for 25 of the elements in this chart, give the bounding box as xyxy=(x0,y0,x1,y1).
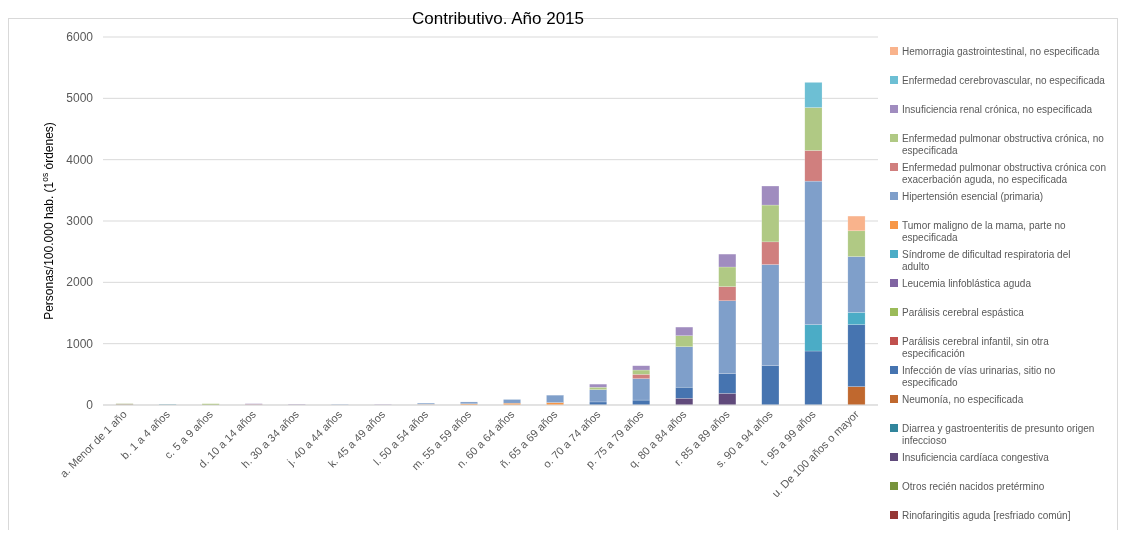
legend-label: Enfermedad pulmonar obstructiva crónica con exacerbación aguda, no especificada xyxy=(902,162,1106,185)
legend-label: Diarrea y gastroenteritis de presunto origen infeccioso xyxy=(902,423,1095,446)
legend-label: Leucemia linfoblástica aguda xyxy=(902,278,1032,289)
y-tick-label: 0 xyxy=(86,398,94,412)
legend-label: Neumonía, no especificada xyxy=(902,394,1024,405)
legend-label: Enfermedad pulmonar obstructiva crónica, no especificada xyxy=(902,133,1105,156)
legend-label: Parálisis cerebral espástica xyxy=(902,307,1025,318)
y-tick-label: 4000 xyxy=(66,152,94,167)
legend-label: Infección de vías urinarias, sitio no especificado xyxy=(902,365,1056,388)
legend-label: Otros recién nacidos pretérmino xyxy=(902,481,1045,492)
y-tick-label: 5000 xyxy=(66,91,94,106)
legend-label: Parálisis cerebral infantil, sin otra especificación xyxy=(902,336,1050,359)
y-tick-label: 2000 xyxy=(66,275,94,290)
legend-label: Enfermedad cerebrovascular, no especificada xyxy=(902,75,1106,86)
legend-label: Hipertensión esencial (primaria) xyxy=(902,191,1044,202)
y-tick-label: 3000 xyxy=(66,214,94,228)
legend-label: Insuficiencia cardíaca congestiva xyxy=(902,452,1050,463)
legend-label: Síndrome de dificultad respiratoria del adulto xyxy=(902,249,1071,272)
chart-title: Contributivo. Año 2015 xyxy=(411,9,585,28)
y-tick-label: 6000 xyxy=(66,30,94,44)
legend-label: Rinofaringitis aguda [resfriado común] xyxy=(902,510,1071,521)
legend-label: Insuficiencia renal crónica, no especificada xyxy=(902,104,1093,115)
legend-label: Hemorragia gastrointestinal, no especificada xyxy=(902,46,1100,57)
legend-label: Tumor maligno de la mama, parte no especificada xyxy=(902,220,1067,243)
y-tick-label: 1000 xyxy=(66,336,94,351)
